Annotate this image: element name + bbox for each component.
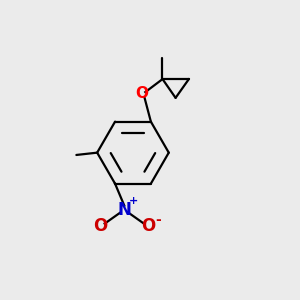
- Text: -: -: [155, 213, 161, 227]
- Text: +: +: [128, 196, 138, 206]
- Text: O: O: [141, 218, 156, 236]
- Text: N: N: [117, 201, 131, 219]
- Text: O: O: [135, 86, 148, 101]
- Text: O: O: [93, 218, 107, 236]
